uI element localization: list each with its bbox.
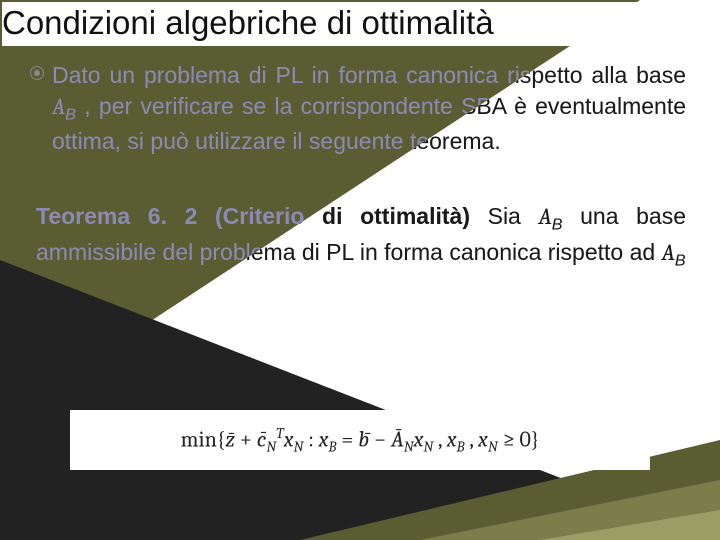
slide-title: Condizioni algebriche di ottimalità: [2, 2, 710, 46]
f-csup: T: [276, 425, 284, 442]
p2-pre: Sia: [488, 203, 539, 229]
slide: Condizioni algebriche di ottimalità Dato…: [0, 0, 720, 540]
p2-sub-B: B: [552, 216, 563, 234]
f-plus: +: [235, 426, 257, 452]
p2-var-A2: A: [662, 239, 675, 266]
f-minus: −: [369, 426, 391, 452]
p2-sub-B2: B: [675, 251, 686, 269]
f-x2sub: N: [423, 438, 433, 455]
formula-box: min{z̄ + c̄NTxN : xB = b̄ − ĀNxN , xB , …: [70, 410, 650, 470]
p1-sub-B: B: [65, 106, 76, 124]
paragraph-1: Dato un problema di PL in forma canonica…: [36, 60, 686, 157]
f-csub: N: [266, 438, 276, 455]
f-min: min: [181, 426, 217, 452]
f-eq: =: [336, 426, 358, 452]
f-x1sub: N: [294, 438, 304, 455]
f-bbar: b̄: [358, 426, 369, 452]
triangle-bottom-right-3: [540, 510, 720, 540]
f-xB: x: [319, 426, 329, 452]
content: Dato un problema di PL in forma canonica…: [36, 60, 686, 272]
theorem-label: Teorema 6. 2 (Criterio di ottimalità): [36, 203, 488, 229]
f-csep: ,: [433, 426, 447, 452]
paragraph-2: Teorema 6. 2 (Criterio di ottimalità) Si…: [36, 201, 686, 272]
f-zbar: z̄: [225, 426, 235, 452]
f-x2: x: [414, 426, 424, 452]
f-xb2sub: B: [457, 438, 465, 455]
f-xn2: x: [478, 426, 488, 452]
f-rbrace: }: [531, 426, 540, 452]
p1-mid: , per verificare se la corrispondente SB…: [52, 93, 686, 154]
f-colon: :: [303, 426, 318, 452]
p2-var-A: A: [538, 203, 551, 230]
f-xn2sub: N: [488, 438, 498, 455]
f-cbar: c̄: [257, 426, 267, 452]
f-Asub: N: [404, 438, 414, 455]
p1-var-A: A: [52, 93, 65, 120]
f-ge: ≥ 0: [498, 426, 531, 452]
f-xb2: x: [447, 426, 457, 452]
formula: min{z̄ + c̄NTxN : xB = b̄ − ĀNxN , xB , …: [181, 425, 540, 456]
p1-pre: Dato un problema di PL in forma canonica…: [52, 62, 686, 88]
f-x1: x: [284, 426, 294, 452]
f-Abar: Ā: [391, 426, 404, 452]
f-csep2: ,: [465, 426, 479, 452]
